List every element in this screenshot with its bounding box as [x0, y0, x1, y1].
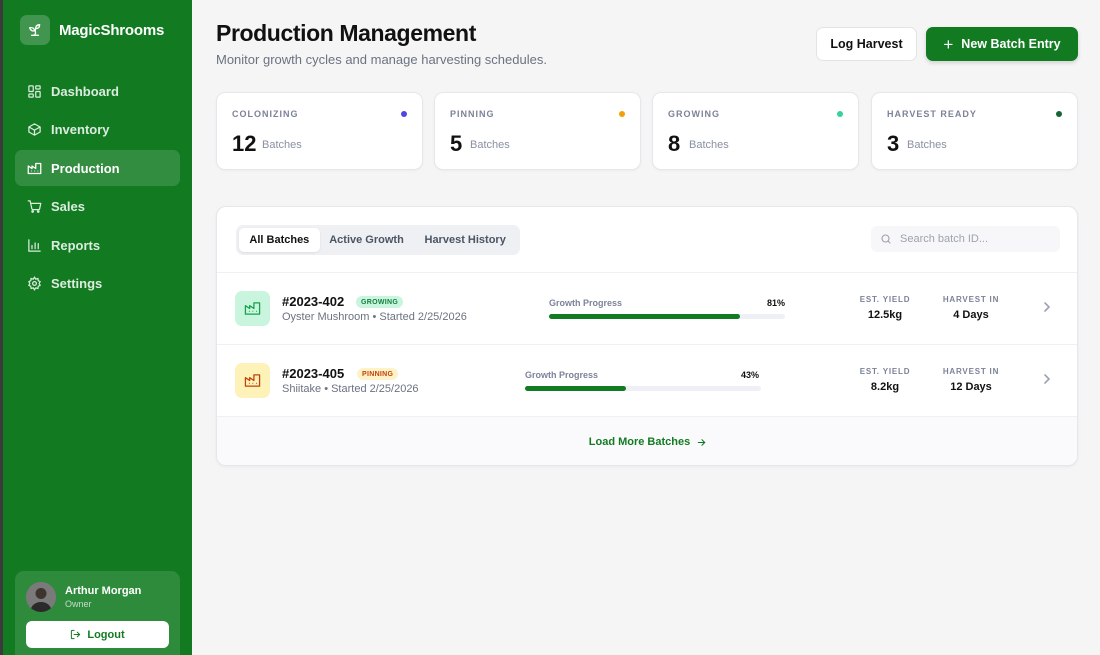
- stat-unit: Batches: [689, 139, 729, 151]
- grid-icon: [28, 84, 41, 98]
- stat-value: 12: [232, 131, 257, 156]
- status-dot: [619, 111, 625, 117]
- new-batch-label: New Batch Entry: [961, 37, 1061, 51]
- stat-label: HARVEST READY: [887, 109, 977, 119]
- user-card: Arthur Morgan Owner Logout: [15, 571, 180, 655]
- sidebar-nav: Dashboard Inventory Production Sales Rep…: [15, 73, 180, 304]
- tab-active-growth[interactable]: Active Growth: [329, 234, 404, 246]
- sidebar-item-production[interactable]: Production: [15, 150, 180, 186]
- sidebar-item-inventory[interactable]: Inventory: [15, 112, 180, 148]
- load-more-label: Load More Batches: [588, 436, 691, 448]
- stat-unit: Batches: [907, 139, 947, 151]
- table-row[interactable]: #2023-402 GROWING Oyster Mushroom • Star…: [217, 272, 1077, 343]
- logout-button[interactable]: Logout: [26, 621, 169, 648]
- plus-icon: +: [943, 34, 954, 54]
- search-icon: [881, 234, 891, 244]
- stat-unit: Batches: [262, 139, 302, 151]
- sprout-icon: [20, 15, 50, 45]
- factory-icon: [235, 291, 270, 326]
- sidebar-item-label: Reports: [51, 237, 101, 253]
- window-edge: [0, 0, 3, 655]
- yield-value: 8.2kg: [870, 381, 900, 393]
- batch-id: #2023-405: [282, 366, 345, 381]
- search-input[interactable]: [900, 233, 1050, 245]
- box-icon: [28, 123, 41, 136]
- sidebar-item-label: Production: [51, 160, 120, 176]
- new-batch-entry-button[interactable]: + New Batch Entry: [926, 27, 1078, 61]
- table-row[interactable]: #2023-405 PINNING Shiitake • Started 2/2…: [217, 344, 1077, 415]
- tab-harvest-history[interactable]: Harvest History: [424, 234, 506, 246]
- brand[interactable]: MagicShrooms: [20, 15, 164, 45]
- tab-all-batches[interactable]: All Batches: [239, 228, 320, 252]
- user-name: Arthur Morgan: [65, 585, 142, 597]
- page-title: Production Management: [216, 20, 476, 46]
- sidebar-item-reports[interactable]: Reports: [15, 227, 180, 263]
- harvest-value: 4 Days: [953, 309, 989, 321]
- stat-card-colonizing: COLONIZING 12 Batches: [216, 92, 423, 170]
- progress-fill: [525, 386, 627, 391]
- logout-label: Logout: [87, 628, 125, 641]
- page-subtitle: Monitor growth cycles and manage harvest…: [216, 52, 547, 67]
- progress-percent: 43%: [741, 370, 760, 380]
- progress-label: Growth Progress: [549, 298, 623, 308]
- sidebar-item-dashboard[interactable]: Dashboard: [15, 73, 180, 109]
- status-dot: [1056, 111, 1062, 117]
- stat-label: PINNING: [450, 109, 495, 119]
- progress-percent: 81%: [767, 298, 786, 308]
- yield-label: EST. YIELD: [859, 295, 911, 304]
- user-role: Owner: [65, 599, 92, 609]
- stat-value: 8: [668, 131, 681, 156]
- harvest-label: HARVEST IN: [942, 295, 1000, 304]
- sidebar-item-label: Sales: [51, 199, 85, 214]
- yield-label: EST. YIELD: [859, 367, 911, 376]
- progress-label: Growth Progress: [525, 370, 599, 380]
- progress-bar: [549, 314, 785, 319]
- stat-card-pinning: PINNING 5 Batches: [434, 92, 641, 170]
- stat-unit: Batches: [470, 139, 510, 151]
- batch-tabs: All Batches Active Growth Harvest Histor…: [236, 225, 520, 255]
- sidebar-item-label: Settings: [51, 276, 103, 291]
- sidebar-item-sales[interactable]: Sales: [15, 189, 180, 225]
- status-dot: [401, 111, 407, 117]
- yield-value: 12.5kg: [867, 309, 903, 321]
- chevron-right-icon[interactable]: [1042, 301, 1052, 313]
- stat-value: 5: [450, 131, 463, 156]
- batches-panel: All Batches Active Growth Harvest Histor…: [216, 206, 1078, 466]
- batch-subtitle: Shiitake • Started 2/25/2026: [282, 383, 419, 395]
- arrow-right-icon: [697, 438, 706, 446]
- sidebar-item-label: Inventory: [51, 122, 110, 137]
- stat-card-harvest-ready: HARVEST READY 3 Batches: [871, 92, 1078, 170]
- brand-name: MagicShrooms: [59, 21, 165, 39]
- status-dot: [837, 111, 843, 117]
- status-badge: GROWING: [356, 296, 404, 308]
- chevron-right-icon[interactable]: [1042, 373, 1052, 385]
- stat-label: GROWING: [668, 109, 720, 119]
- bar-chart-icon: [28, 238, 41, 252]
- harvest-value: 12 Days: [950, 381, 992, 393]
- sidebar-item-settings[interactable]: Settings: [15, 266, 180, 302]
- avatar[interactable]: [26, 582, 56, 612]
- progress-fill: [549, 314, 741, 319]
- gear-icon: [28, 276, 41, 291]
- stat-card-growing: GROWING 8 Batches: [652, 92, 859, 170]
- factory-icon: [27, 162, 42, 174]
- factory-icon: [235, 363, 270, 398]
- stat-value: 3: [887, 131, 900, 156]
- sidebar: MagicShrooms Dashboard Inventory Product…: [3, 0, 192, 655]
- load-more-button[interactable]: Load More Batches: [217, 416, 1077, 465]
- batch-id: #2023-402: [282, 294, 345, 309]
- search-box: [871, 226, 1060, 252]
- status-badge: PINNING: [357, 368, 399, 380]
- stat-label: COLONIZING: [232, 109, 299, 119]
- harvest-label: HARVEST IN: [942, 367, 1000, 376]
- cart-icon: [27, 200, 42, 213]
- sidebar-item-label: Dashboard: [51, 83, 119, 99]
- log-harvest-button[interactable]: Log Harvest: [816, 27, 917, 61]
- progress-bar: [525, 386, 761, 391]
- batch-subtitle: Oyster Mushroom • Started 2/25/2026: [282, 311, 467, 323]
- logout-icon: [71, 629, 81, 640]
